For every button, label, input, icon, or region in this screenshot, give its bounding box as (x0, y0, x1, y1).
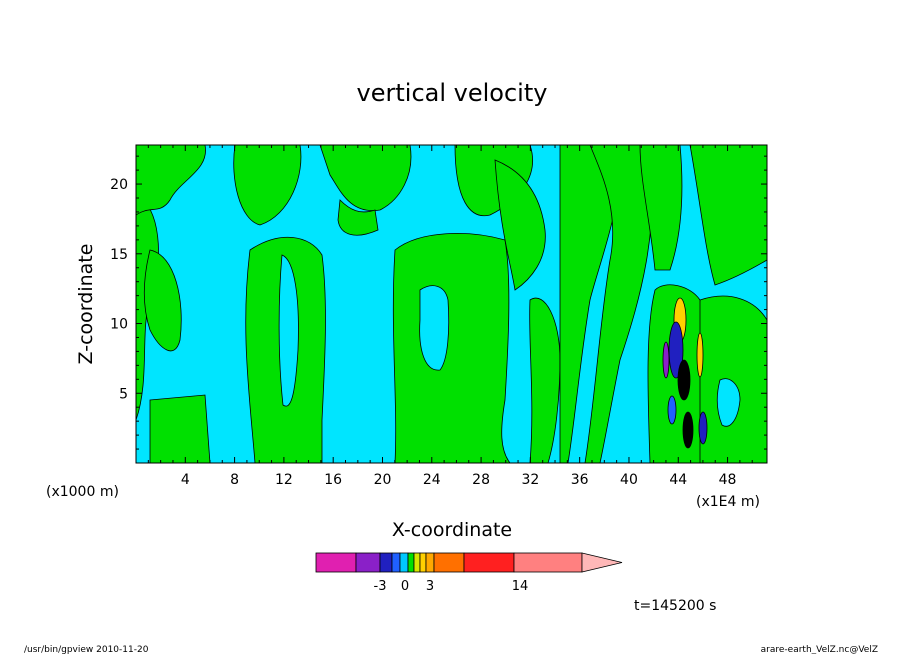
x-tick-label: 36 (571, 472, 589, 488)
colorbar-swatch (379, 552, 393, 573)
contour-region-positive (143, 249, 182, 352)
colorbar (315, 552, 623, 573)
footer-right: arare-earth_VelZ.nc@VelZ (761, 645, 878, 654)
chart-title: vertical velocity (357, 79, 548, 107)
x-tick-label: 40 (620, 472, 638, 488)
contour-region-negative (419, 285, 450, 371)
contour-region-positive (136, 145, 206, 216)
y-tick-label: 20 (110, 177, 128, 193)
colorbar-label: 0 (401, 579, 409, 594)
colorbar-swatch (433, 552, 465, 573)
x-tick-label: 24 (423, 472, 441, 488)
contour-plot (136, 145, 767, 463)
contour-region-positive (689, 145, 767, 286)
x-tick-label: 8 (230, 472, 239, 488)
plot-frame (135, 144, 768, 464)
x-tick-label: 16 (324, 472, 342, 488)
x-unit-left: (x1000 m) (46, 484, 119, 500)
storm-cell (667, 395, 677, 425)
x-tick-label: 28 (472, 472, 490, 488)
storm-cell (682, 411, 694, 449)
contour-region-positive (584, 145, 654, 463)
colorbar-swatch (407, 552, 415, 573)
storm-cell (696, 332, 704, 378)
x-tick-label: 12 (275, 472, 293, 488)
y-tick-label: 5 (119, 386, 128, 402)
contour-region-positive (494, 159, 546, 291)
storm-cell (698, 411, 708, 445)
contour-region-negative (278, 254, 299, 407)
storm-cell (677, 359, 691, 401)
colorbar-swatch (399, 552, 409, 573)
y-axis-ticks: 5 10 15 20 (110, 155, 767, 450)
x-tick-label: 44 (669, 472, 687, 488)
y-axis-label: Z-coordinate (75, 244, 97, 365)
x-axis-ticks: 4 8 12 16 20 24 28 32 36 40 44 48 (147, 145, 753, 488)
x-tick-label: 48 (719, 472, 737, 488)
colorbar-swatch (419, 552, 427, 573)
time-label: t=145200 s (634, 598, 716, 614)
colorbar-label: 14 (512, 579, 529, 594)
colorbar-swatch (463, 552, 515, 573)
x-tick-label: 20 (374, 472, 392, 488)
colorbar-swatch (513, 552, 583, 573)
colorbar-swatch (413, 552, 421, 573)
contour-region-positive (639, 145, 683, 271)
contour-region-positive (233, 145, 302, 226)
colorbar-labels: -3 0 3 14 (374, 579, 529, 594)
x-tick-label: 32 (521, 472, 539, 488)
y-tick-label: 10 (110, 317, 128, 333)
contour-region-positive (337, 199, 379, 236)
colorbar-swatch (315, 552, 357, 573)
contour-region-negative (716, 378, 741, 427)
colorbar-label: -3 (374, 579, 387, 594)
contour-region-positive (529, 297, 561, 463)
contour-region-positive (392, 233, 511, 463)
colorbar-label: 3 (426, 579, 434, 594)
colorbar-extend-arrow (581, 552, 623, 573)
colorbar-swatch (355, 552, 381, 573)
colorbar-swatch (391, 552, 401, 573)
contour-region-positive (149, 394, 211, 463)
x-axis-label: X-coordinate (392, 519, 512, 541)
colorbar-swatch (425, 552, 435, 573)
y-tick-label: 15 (110, 247, 128, 263)
storm-cells (662, 297, 708, 449)
contour-region-positive (319, 145, 412, 212)
storm-cell (662, 341, 670, 379)
x-unit-right: (x1E4 m) (696, 494, 760, 510)
footer-left: /usr/bin/gpview 2010-11-20 (24, 645, 149, 654)
x-tick-label: 4 (181, 472, 190, 488)
